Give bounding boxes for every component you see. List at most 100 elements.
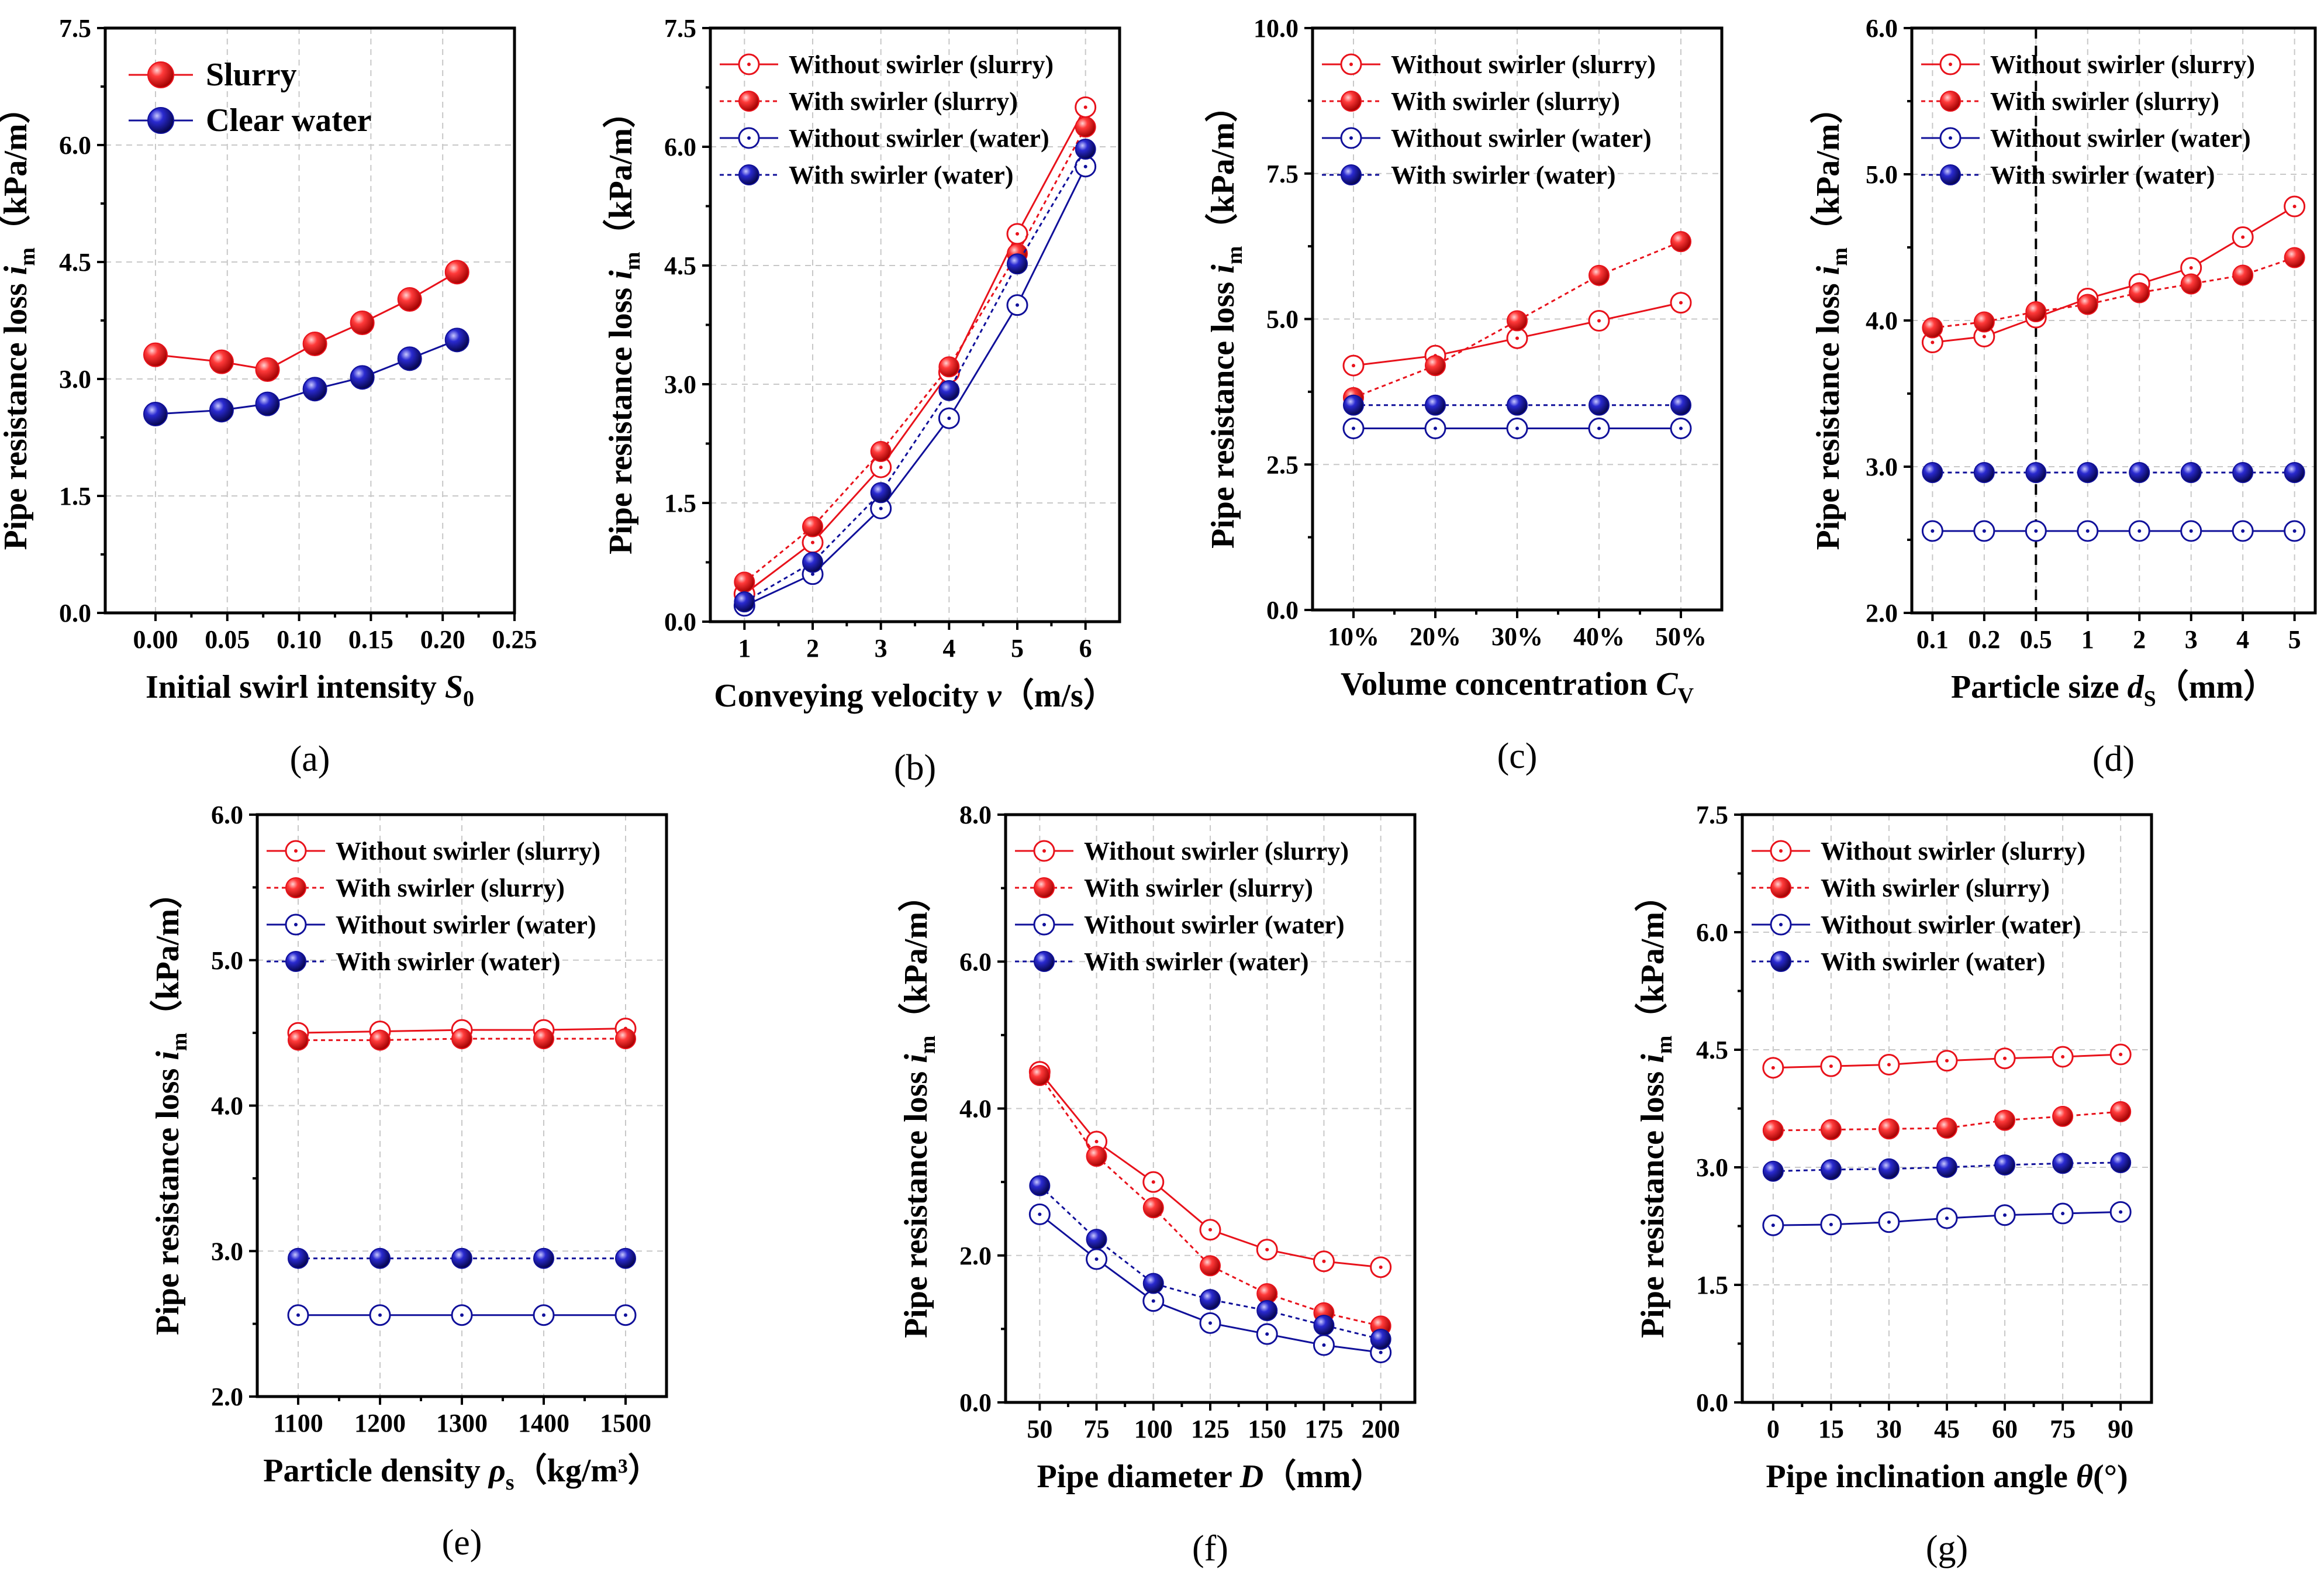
series-wo_water: [1028, 1203, 1392, 1364]
data-point-circle: [209, 349, 234, 374]
y-tick-label: 7.5: [59, 14, 91, 43]
x-axis-title-sub: V: [1678, 684, 1694, 708]
x-axis-title: Conveying velocity v（m/s）: [714, 677, 1116, 714]
legend-marker: [285, 877, 306, 898]
data-point-circle: [2110, 1101, 2132, 1122]
data-point-dot: [2119, 1210, 2123, 1214]
data-point-dot: [2292, 205, 2297, 208]
data-point-dot: [2189, 529, 2193, 533]
grid: [257, 815, 667, 1397]
legend-marker-circle: [285, 877, 306, 898]
data-point-dot: [2119, 1053, 2123, 1057]
y-axis-title: Pipe resistance loss im（kPa/m）: [0, 91, 40, 550]
x-axis-title-var: D: [1239, 1459, 1263, 1495]
data-point-circle: [2180, 462, 2202, 483]
data-point: [2129, 462, 2150, 483]
y-tick-label: 4.0: [211, 1092, 243, 1121]
data-point: [1507, 394, 1528, 416]
chart-c: 0.0 2.5 5.0 7.5 10.0 10% 20% 30% 40% 50% Without s…: [1204, 14, 1724, 776]
data-point-circle: [615, 1028, 636, 1050]
data-point-dot: [1771, 1066, 1775, 1070]
data-point: [2077, 294, 2098, 315]
data-point: [1670, 292, 1692, 314]
data-point: [1086, 1229, 1107, 1250]
panel-label: (a): [290, 739, 330, 779]
data-point: [615, 1028, 636, 1050]
data-point: [615, 1247, 636, 1269]
data-point: [1086, 1146, 1107, 1167]
y-axis-title-var: i: [898, 1054, 934, 1063]
data-point: [2180, 520, 2202, 542]
x-tick-label: 0.2: [1968, 625, 2000, 654]
data-point: [1878, 1211, 1900, 1233]
series-w_water: [1029, 1175, 1391, 1350]
legend-label: Without swirler (water): [336, 911, 596, 939]
data-point: [1075, 116, 1096, 138]
data-point: [1762, 1214, 1784, 1236]
legend-label: With swirler (slurry): [1821, 874, 2050, 902]
data-point-dot: [879, 466, 883, 470]
data-point: [1425, 394, 1446, 416]
data-point: [2232, 264, 2254, 286]
data-point-circle: [2077, 462, 2098, 483]
y-axis-title-sub: m: [916, 1036, 940, 1054]
legend: Without swirler (slurry) With swirler (sl…: [1322, 50, 1656, 189]
data-point: [444, 260, 469, 285]
y-axis-title-text: Pipe resistance loss: [1810, 275, 1846, 550]
data-point: [2284, 462, 2305, 483]
x-tick-label: 200: [1362, 1415, 1400, 1443]
x-axis-title-var: d: [2128, 669, 2145, 705]
data-point-dot: [811, 540, 814, 544]
legend-marker-dot: [1779, 923, 1783, 926]
x-tick-label: 30%: [1491, 622, 1543, 651]
x-tick-label: 0.20: [420, 625, 465, 654]
data-point: [2052, 1046, 2074, 1068]
data-point: [209, 398, 234, 423]
plot-frame: [1910, 26, 2317, 615]
legend-label: Without swirler (slurry): [1990, 50, 2255, 79]
y-axis-title-var: i: [603, 270, 639, 280]
series-w_water: [288, 1247, 636, 1269]
data-point: [1029, 1064, 1051, 1086]
x-tick-label: 1: [738, 634, 751, 663]
data-point: [1589, 394, 1610, 416]
data-point: [1820, 1055, 1842, 1077]
series-line: [744, 126, 1086, 583]
data-point-dot: [1352, 364, 1355, 368]
y-tick-label: 3.0: [59, 365, 91, 394]
data-point-dot: [296, 1313, 300, 1317]
data-point-circle: [1973, 311, 1995, 333]
x-axis-title-text: Particle size: [1951, 669, 2128, 705]
data-point-dot: [2189, 266, 2193, 270]
data-point: [451, 1247, 472, 1269]
data-point-circle: [1670, 231, 1691, 253]
y-tick-label: 4.5: [664, 251, 696, 280]
data-point-circle: [370, 1247, 391, 1269]
legend-label: With swirler (water): [1821, 947, 2045, 976]
legend-label: With swirler (water): [789, 161, 1013, 189]
y-tick-label: 10.0: [1253, 14, 1299, 43]
x-axis-title-text: Pipe diameter: [1037, 1459, 1239, 1495]
data-point-dot: [2003, 1213, 2007, 1217]
data-point: [2025, 520, 2047, 542]
x-tick-label: 2: [2133, 625, 2146, 654]
data-point: [2109, 1043, 2132, 1066]
data-point: [1313, 1250, 1335, 1273]
x-tick-label: 10%: [1328, 622, 1379, 651]
data-point-circle: [734, 571, 755, 593]
data-point: [2180, 273, 2202, 295]
legend-label: With swirler (water): [1084, 947, 1308, 976]
data-point: [614, 1304, 637, 1326]
x-axis-title-sub: s: [506, 1470, 514, 1495]
grid: [1742, 815, 2152, 1402]
data-point-circle: [1029, 1175, 1051, 1197]
data-point: [734, 591, 755, 613]
y-tick-label: 2.0: [211, 1383, 243, 1411]
data-point: [2232, 520, 2254, 542]
data-point: [369, 1304, 391, 1326]
data-point-dot: [378, 1313, 382, 1317]
legend-marker-circle: [1341, 164, 1362, 185]
data-point: [1028, 1203, 1051, 1225]
chart-b: 0.0 1.5 3.0 4.5 6.0 7.5 1 2 3 4 5 6 Without swirler …: [602, 14, 1121, 788]
